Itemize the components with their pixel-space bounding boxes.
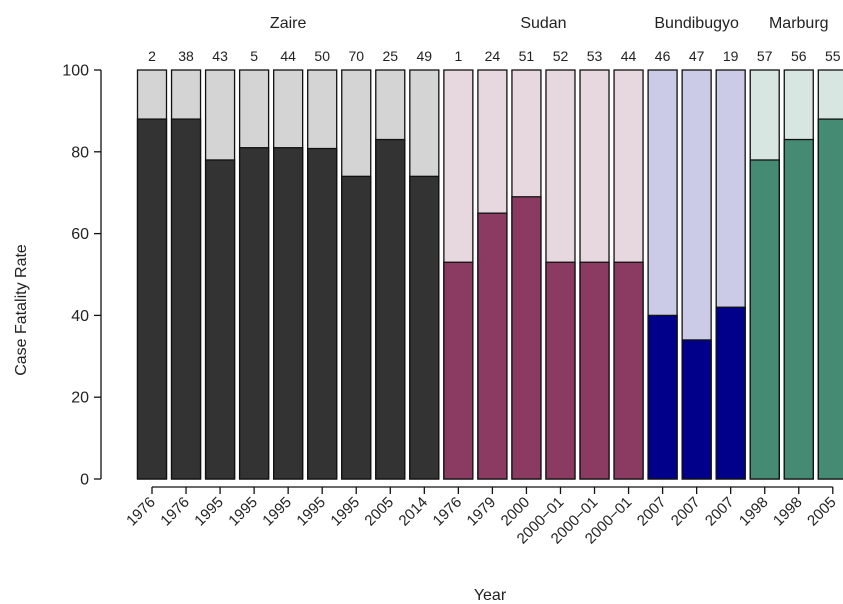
x-tick-label: 1976: [123, 494, 159, 530]
x-axis-title: Year: [474, 587, 507, 604]
y-axis-title: Case Fatality Rate: [13, 244, 30, 376]
bar-count-label: 43: [212, 48, 228, 64]
group-title: Bundibugyo: [654, 15, 739, 32]
bar-value: [511, 196, 542, 480]
bar-value: [783, 138, 814, 480]
bar-count-label: 49: [417, 48, 433, 64]
bar-value: [477, 212, 508, 480]
bar-count-label: 2: [148, 48, 156, 64]
y-tick-label: 60: [71, 226, 89, 243]
bar-value: [443, 261, 474, 480]
bar-count-label: 51: [519, 48, 535, 64]
bar-value: [579, 261, 610, 480]
y-tick-label: 20: [71, 390, 89, 407]
bars-layer: [136, 69, 843, 480]
bar-count-label: 38: [178, 48, 194, 64]
bar-value: [749, 159, 780, 480]
x-tick-label: 1995: [293, 494, 329, 530]
bar-count-label: 52: [553, 48, 569, 64]
bar-count-label: 55: [825, 48, 841, 64]
bar-value: [341, 175, 372, 480]
x-tick-label: 1976: [157, 494, 193, 530]
bar-value: [170, 118, 202, 480]
bar-count-label: 44: [621, 48, 637, 64]
x-tick-label: 1998: [770, 494, 806, 530]
bar-count-label: 19: [723, 48, 739, 64]
bar-value: [545, 261, 576, 480]
y-tick-label: 40: [71, 308, 89, 325]
x-tick-label: 2005: [804, 494, 840, 530]
x-tick-label: 1995: [327, 494, 363, 530]
x-tick-label: 1976: [430, 494, 466, 530]
group-title: Sudan: [520, 15, 566, 32]
x-tick-label: 1995: [191, 494, 227, 530]
x-tick-label: 1995: [259, 494, 295, 530]
bar-value: [681, 339, 712, 480]
bar-count-label: 56: [791, 48, 807, 64]
bar-count-label: 5: [250, 48, 258, 64]
y-tick-label: 80: [71, 144, 89, 161]
axes-layer: [94, 69, 834, 494]
bar-count-label: 25: [382, 48, 398, 64]
bar-count-label: 44: [280, 48, 296, 64]
bar-value: [307, 147, 338, 480]
bar-value: [238, 147, 270, 480]
bar-count-label: 1: [454, 48, 462, 64]
bar-value: [647, 314, 678, 480]
x-tick-label: 1995: [225, 494, 261, 530]
y-tick-label: 0: [80, 472, 89, 489]
bar-count-label: 70: [348, 48, 364, 64]
bar-count-label: 47: [689, 48, 705, 64]
bar-count-label: 24: [485, 48, 501, 64]
bar-value: [204, 159, 236, 480]
bar-value: [409, 175, 440, 480]
x-tick-label: 2005: [361, 494, 397, 530]
x-tick-label: 2014: [396, 494, 432, 530]
group-title: Zaire: [270, 15, 307, 32]
x-tick-label: 2007: [668, 494, 704, 530]
y-tick-label: 100: [62, 63, 89, 80]
bar-count-label: 46: [655, 48, 671, 64]
bar-count-label: 57: [757, 48, 773, 64]
bar-value: [817, 118, 843, 480]
x-tick-label: 1998: [736, 494, 772, 530]
bar-value: [273, 147, 304, 480]
x-tick-label: 2007: [634, 494, 670, 530]
bar-value: [375, 138, 406, 480]
bar-value: [613, 261, 644, 480]
x-tick-label: 2007: [702, 494, 738, 530]
bar-value: [136, 118, 168, 480]
bar-count-label: 50: [314, 48, 330, 64]
x-tick-label: 1979: [464, 494, 500, 530]
group-title: Marburg: [769, 15, 829, 32]
bar-count-label: 53: [587, 48, 603, 64]
bar-value: [715, 306, 746, 480]
